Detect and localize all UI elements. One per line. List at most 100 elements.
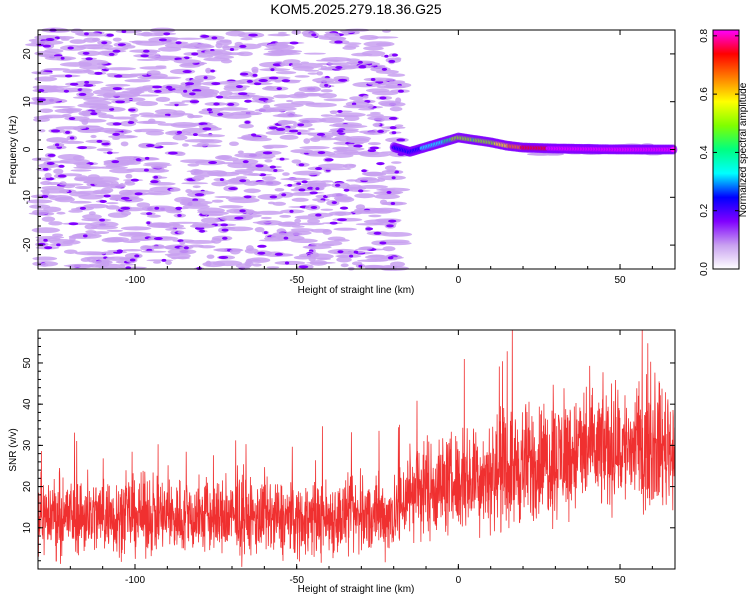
noise-blob-core <box>96 139 103 143</box>
noise-blob <box>59 183 84 186</box>
noise-blob <box>238 123 254 129</box>
noise-blob <box>361 171 384 176</box>
noise-blob <box>106 73 118 76</box>
noise-blob-core <box>112 132 120 136</box>
noise-blob <box>297 222 325 226</box>
colorbar-gradient <box>713 30 739 269</box>
noise-blob-core <box>246 79 253 83</box>
noise-blob <box>277 119 291 126</box>
noise-blob <box>217 107 249 111</box>
noise-blob <box>320 114 333 117</box>
noise-blob <box>44 172 52 179</box>
noise-blob-core <box>255 164 264 168</box>
noise-blob-core <box>357 60 363 64</box>
noise-blob-core <box>101 41 108 45</box>
noise-blob-core <box>336 129 344 133</box>
noise-blob <box>136 58 159 61</box>
noise-blob <box>346 137 370 144</box>
noise-blob <box>328 211 353 216</box>
noise-blob <box>394 57 402 61</box>
noise-blob-core <box>84 80 90 84</box>
noise-blob <box>324 32 340 39</box>
noise-blob-core <box>112 49 121 53</box>
noise-blob-core <box>60 56 65 60</box>
noise-blob <box>214 55 235 59</box>
noise-blob <box>342 163 356 169</box>
noise-blob <box>134 86 153 92</box>
noise-blob-core <box>373 231 382 235</box>
noise-blob-core <box>239 209 246 213</box>
noise-blob <box>219 39 232 43</box>
noise-blob <box>81 110 92 113</box>
noise-blob <box>86 256 97 263</box>
noise-blob <box>270 49 303 54</box>
spectrogram-noise <box>25 27 671 271</box>
noise-blob <box>294 218 302 224</box>
noise-blob <box>526 152 555 156</box>
noise-blob <box>298 117 327 123</box>
noise-blob <box>290 149 314 154</box>
noise-blob <box>31 227 61 234</box>
noise-blob <box>153 261 161 264</box>
noise-blob-core <box>386 190 392 194</box>
noise-blob-core <box>269 165 276 169</box>
noise-blob-core <box>338 78 348 82</box>
noise-blob <box>197 55 214 58</box>
noise-blob <box>187 114 195 119</box>
noise-blob <box>105 256 130 261</box>
noise-blob <box>219 90 233 97</box>
noise-blob <box>31 157 52 162</box>
noise-blob <box>351 209 382 214</box>
noise-blob <box>293 191 325 194</box>
noise-blob <box>312 77 335 83</box>
noise-blob-core <box>210 69 215 73</box>
noise-blob-core <box>384 54 389 58</box>
noise-blob <box>363 46 384 51</box>
noise-blob <box>336 149 348 153</box>
noise-blob <box>346 184 363 190</box>
noise-blob <box>227 177 251 184</box>
noise-blob-core <box>68 222 79 226</box>
noise-blob <box>264 159 273 163</box>
noise-blob <box>273 94 291 99</box>
noise-blob <box>40 180 52 186</box>
noise-blob-core <box>215 95 224 99</box>
noise-blob-core <box>191 52 199 56</box>
noise-blob <box>327 236 346 241</box>
noise-blob-core <box>109 107 115 111</box>
noise-blob <box>77 103 109 108</box>
noise-blob <box>368 214 382 218</box>
noise-blob <box>336 256 352 263</box>
noise-blob <box>380 231 413 237</box>
noise-blob <box>320 208 334 211</box>
noise-blob-core <box>120 206 131 210</box>
noise-blob-core <box>258 79 268 83</box>
noise-blob-core <box>257 244 267 248</box>
noise-blob-core <box>150 180 159 184</box>
noise-blob <box>252 221 274 224</box>
noise-blob-core <box>309 191 318 195</box>
noise-blob-core <box>281 79 291 83</box>
noise-blob <box>44 48 64 54</box>
noise-blob-core <box>287 183 293 187</box>
noise-blob <box>55 126 87 130</box>
noise-blob-core <box>317 151 326 155</box>
noise-blob <box>90 225 119 230</box>
noise-blob-core <box>324 158 334 162</box>
noise-blob <box>310 228 331 233</box>
noise-blob <box>247 257 271 264</box>
noise-blob-core <box>243 195 252 199</box>
noise-blob <box>370 66 391 72</box>
noise-blob <box>157 223 185 229</box>
noise-blob <box>222 44 230 51</box>
noise-blob-core <box>237 92 248 96</box>
colorbar-tick-label: 0.4 <box>699 145 710 159</box>
noise-blob <box>375 42 392 47</box>
noise-blob-core <box>176 130 183 134</box>
noise-blob <box>108 116 138 120</box>
noise-blob-core <box>140 54 149 58</box>
noise-blob <box>254 180 282 186</box>
noise-blob <box>138 112 155 116</box>
noise-blob <box>61 113 72 118</box>
noise-blob <box>386 170 396 173</box>
